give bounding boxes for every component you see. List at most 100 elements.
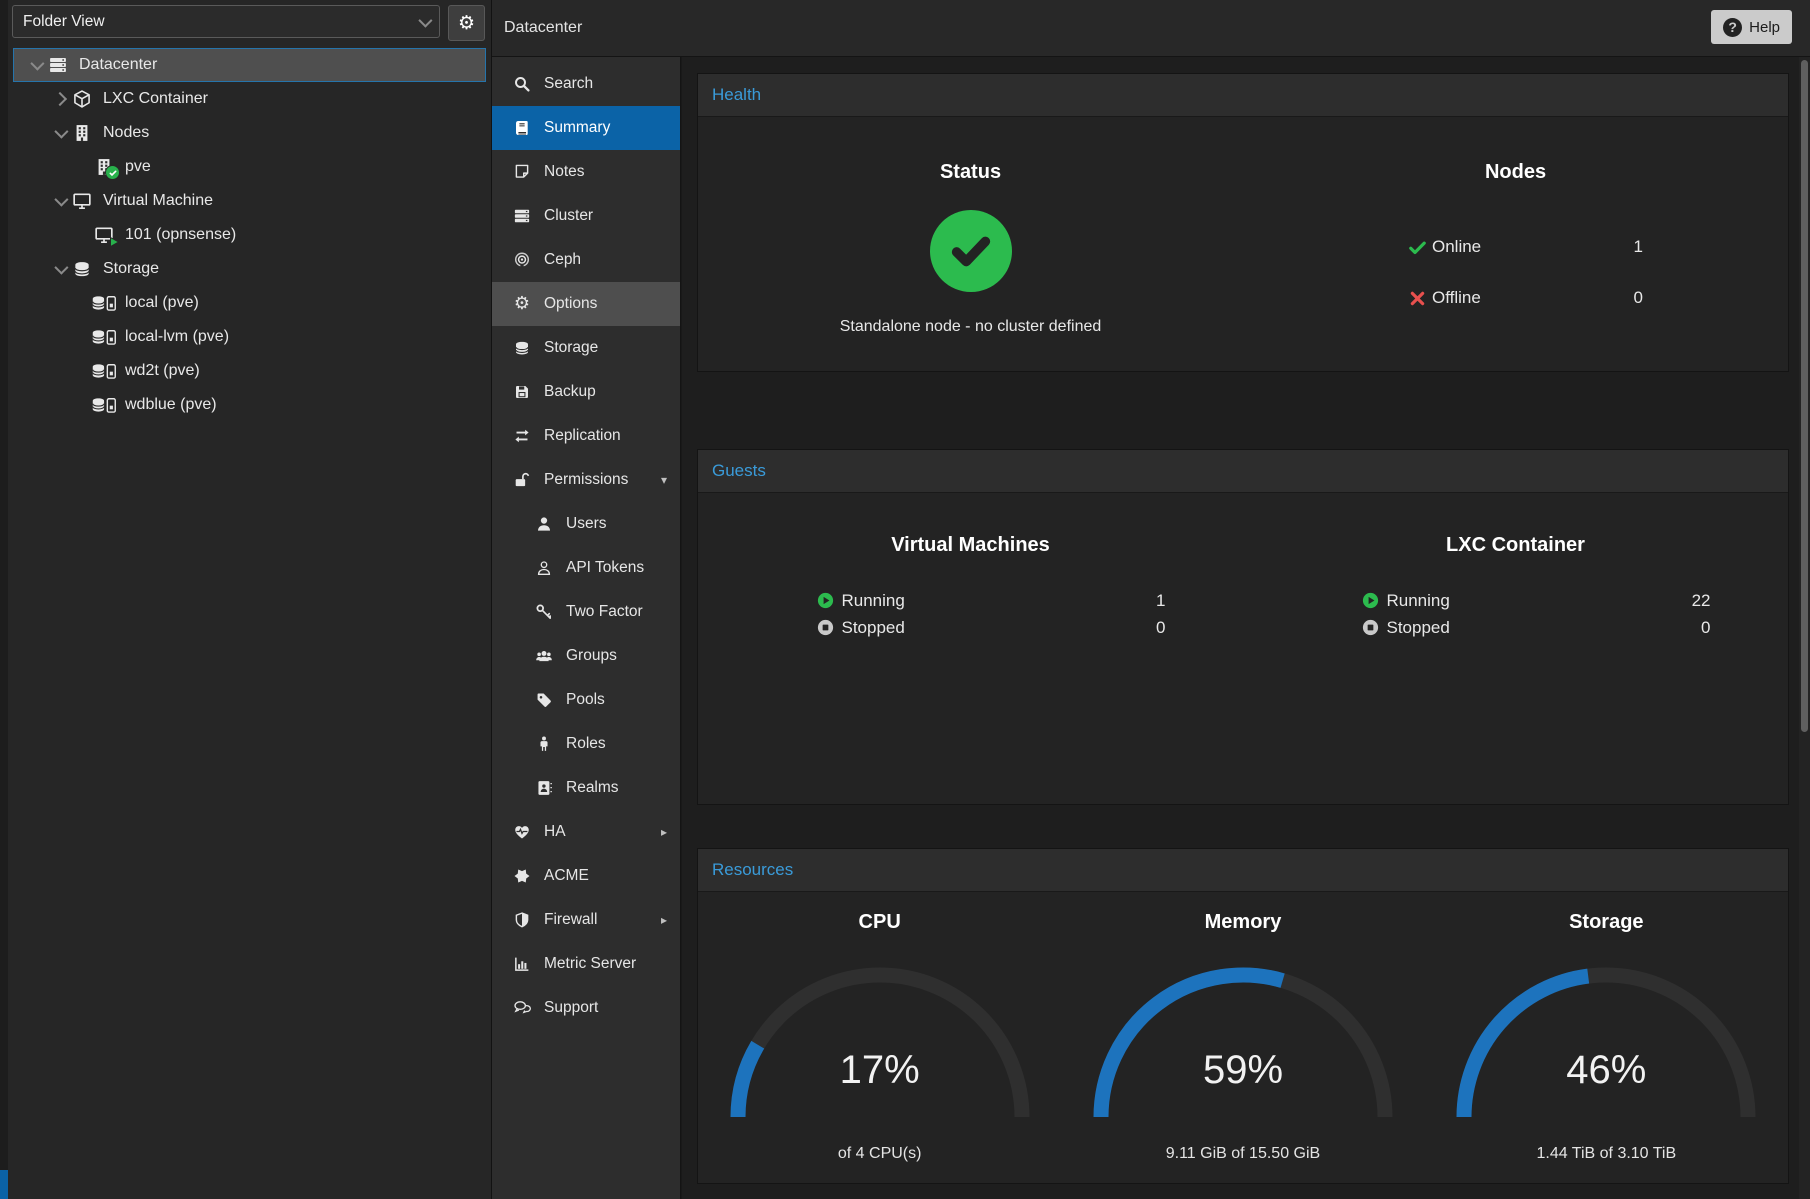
gauge-detail: 1.44 TiB of 3.10 TiB	[1536, 1145, 1677, 1162]
menu-item-options[interactable]: ⚙ Options	[492, 282, 680, 326]
menu-item-storage[interactable]: Storage	[492, 326, 680, 370]
menu-item-pools[interactable]: Pools	[492, 678, 680, 722]
caret-down-icon[interactable]	[51, 260, 69, 275]
running-badge	[108, 236, 120, 248]
tree-item-nodes[interactable]: Nodes	[8, 116, 491, 150]
server-icon	[45, 55, 71, 75]
tree-item-label: 101 (opnsense)	[125, 226, 237, 243]
tree-item-wdblue-pve[interactable]: wdblue (pve)	[8, 388, 491, 422]
tree-item-local-pve[interactable]: local (pve)	[8, 286, 491, 320]
menu-item-replication[interactable]: Replication	[492, 414, 680, 458]
tree-item-pve[interactable]: pve	[8, 150, 491, 184]
menu-item-label: API Tokens	[566, 559, 645, 576]
scrollbar-thumb[interactable]	[1801, 60, 1808, 732]
menu-item-support[interactable]: Support	[492, 986, 680, 1030]
tree-item-virtual-machine[interactable]: Virtual Machine	[8, 184, 491, 218]
play-circle-icon	[1361, 591, 1387, 610]
menu-item-label: Roles	[566, 735, 606, 752]
tree-item-datacenter[interactable]: Datacenter	[13, 48, 486, 82]
guest-row-value: 22	[1691, 590, 1711, 610]
tree-item-101-opnsense[interactable]: 101 (opnsense)	[8, 218, 491, 252]
stop-circle-icon	[816, 618, 842, 637]
address-book-icon	[532, 779, 556, 797]
menu-item-label: Cluster	[544, 207, 594, 224]
menu-item-summary[interactable]: Summary	[492, 106, 680, 150]
menu-item-notes[interactable]: Notes	[492, 150, 680, 194]
menu-item-label: HA	[544, 823, 566, 840]
gear-icon: ⚙	[457, 12, 476, 34]
menu-item-label: Realms	[566, 779, 619, 796]
tree-item-storage[interactable]: Storage	[8, 252, 491, 286]
menu-item-cluster[interactable]: Cluster	[492, 194, 680, 238]
status-message: Standalone node - no cluster defined	[839, 318, 1102, 335]
caret-down-icon[interactable]	[27, 56, 45, 71]
database-drive-icon	[91, 327, 117, 347]
gauge-percent-value: 17%	[839, 1048, 920, 1092]
question-circle-icon: ?	[1723, 17, 1743, 37]
resource-tree-panel: Folder View ⚙ Datacenter LXC Container Nod…	[8, 0, 492, 1199]
caret-right-icon[interactable]	[51, 91, 69, 107]
menu-item-label: Backup	[544, 383, 596, 400]
tree-item-label: wdblue (pve)	[125, 396, 217, 413]
menu-item-ha[interactable]: HA ▸	[492, 810, 680, 854]
key-icon	[532, 603, 556, 621]
gauge-detail: 9.11 GiB of 15.50 GiB	[1165, 1145, 1321, 1162]
content-scrollbar[interactable]	[1799, 57, 1810, 1199]
menu-item-search[interactable]: Search	[492, 62, 680, 106]
user-outline-icon	[532, 559, 556, 577]
tag-icon	[532, 691, 556, 709]
guest-row-label: Running	[841, 590, 905, 610]
left-edge-strip	[0, 0, 8, 1199]
menu-item-realms[interactable]: Realms	[492, 766, 680, 810]
menu-item-label: Pools	[566, 691, 605, 708]
menu-item-api-tokens[interactable]: API Tokens	[492, 546, 680, 590]
summary-content: Health Status Standalone node - no clust…	[682, 57, 1810, 1199]
gauge-chart: 46%	[1456, 966, 1756, 1131]
person-icon	[532, 735, 556, 753]
tree-settings-button[interactable]: ⚙	[448, 5, 485, 41]
gauge-percent-value: 59%	[1202, 1048, 1284, 1092]
menu-item-metric-server[interactable]: Metric Server	[492, 942, 680, 986]
view-selector[interactable]: Folder View	[12, 5, 440, 38]
menu-item-two-factor[interactable]: Two Factor	[492, 590, 680, 634]
menu-item-ceph[interactable]: Ceph	[492, 238, 680, 282]
menu-item-firewall[interactable]: Firewall ▸	[492, 898, 680, 942]
menu-item-label: Users	[566, 515, 607, 532]
monitor-icon	[69, 191, 95, 211]
resources-panel-title: Resources	[698, 849, 1788, 892]
floppy-icon	[510, 383, 534, 401]
guest-row-stopped: Stopped 0	[1361, 614, 1711, 641]
expanded-arrow-icon: ▾	[660, 473, 667, 487]
check-icon	[1408, 238, 1432, 257]
gauge-chart: 17%	[730, 966, 1030, 1131]
resources-panel: Resources CPU 17% of 4 CPU(s) Memory 59% 9.11…	[697, 848, 1789, 1184]
tree-item-wd2t-pve[interactable]: wd2t (pve)	[8, 354, 491, 388]
exchange-icon	[510, 427, 534, 445]
gear-icon: ⚙	[513, 293, 531, 314]
tree-item-lxc-container[interactable]: LXC Container	[8, 82, 491, 116]
collapsed-arrow-icon: ▸	[660, 825, 667, 839]
cube-icon	[69, 89, 95, 109]
menu-item-label: Storage	[544, 339, 599, 356]
menu-item-users[interactable]: Users	[492, 502, 680, 546]
caret-down-icon[interactable]	[51, 124, 69, 139]
menu-item-groups[interactable]: Groups	[492, 634, 680, 678]
menu-item-backup[interactable]: Backup	[492, 370, 680, 414]
guests-column-virtual-machines: Virtual Machines Running 1 Stopped 0	[698, 493, 1243, 641]
tree-item-label: local-lvm (pve)	[125, 328, 230, 345]
tree-item-local-lvm-pve[interactable]: local-lvm (pve)	[8, 320, 491, 354]
user-icon	[532, 515, 556, 533]
menu-item-acme[interactable]: ACME	[492, 854, 680, 898]
gauge-percent-value: 46%	[1566, 1048, 1647, 1092]
help-button[interactable]: ? Help	[1711, 10, 1792, 44]
heartbeat-icon	[510, 823, 534, 841]
menu-item-permissions[interactable]: Permissions ▾	[492, 458, 680, 502]
burst-icon	[510, 867, 534, 885]
tree-item-label: Virtual Machine	[103, 192, 213, 209]
tree-item-label: Datacenter	[79, 56, 158, 73]
check-circle-icon	[929, 210, 1012, 292]
caret-down-icon[interactable]	[51, 192, 69, 207]
menu-item-roles[interactable]: Roles	[492, 722, 680, 766]
collapsed-arrow-icon: ▸	[660, 913, 667, 927]
guest-row-running: Running 1	[816, 587, 1166, 614]
